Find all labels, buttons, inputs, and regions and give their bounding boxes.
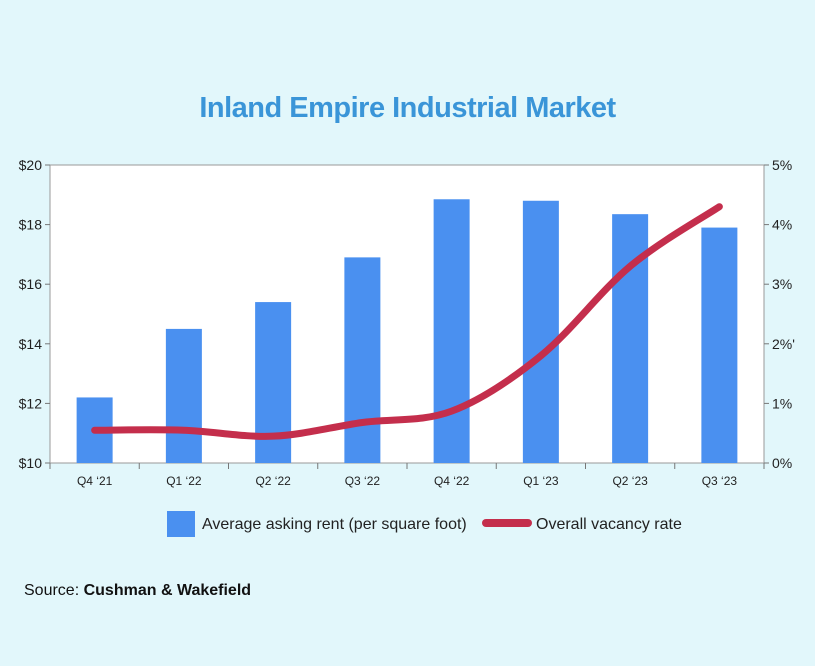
rent-bar bbox=[433, 199, 470, 463]
rent-bar bbox=[701, 227, 738, 463]
x-axis-tick-label: Q4 ‘22 bbox=[434, 474, 470, 488]
right-axis-tick-label: 4% bbox=[772, 217, 792, 233]
left-axis-tick-label: $10 bbox=[19, 455, 43, 471]
x-axis-tick-label: Q2 ‘22 bbox=[255, 474, 291, 488]
rent-bar bbox=[344, 257, 381, 463]
x-axis-tick-label: Q3 ‘23 bbox=[702, 474, 738, 488]
right-axis-tick-label: 1% bbox=[772, 395, 792, 411]
left-axis-tick-label: $14 bbox=[19, 336, 43, 352]
x-axis-tick-label: Q1 ‘23 bbox=[523, 474, 559, 488]
source-prefix: Source: bbox=[24, 582, 84, 599]
chart-title: Inland Empire Industrial Market bbox=[199, 92, 616, 124]
source-note: Source: Cushman & Wakefield bbox=[24, 582, 251, 600]
legend-vacancy-label: Overall vacancy rate bbox=[536, 516, 682, 533]
rent-bar bbox=[612, 214, 649, 463]
legend-rent-swatch bbox=[167, 511, 195, 537]
source-name: Cushman & Wakefield bbox=[83, 582, 252, 599]
x-axis-tick-label: Q2 ‘23 bbox=[612, 474, 648, 488]
x-axis-tick-label: Q3 ‘22 bbox=[345, 474, 381, 488]
rent-bars bbox=[76, 199, 738, 463]
left-axis-tick-label: $12 bbox=[19, 395, 43, 411]
right-axis-tick-label: 5% bbox=[772, 157, 792, 173]
legend-rent-label: Average asking rent (per square foot) bbox=[202, 516, 467, 533]
left-axis-tick-label: $20 bbox=[19, 157, 43, 173]
right-axis-tick-label: 3% bbox=[772, 276, 792, 292]
vacancy-line-layer bbox=[91, 203, 723, 440]
rent-bar bbox=[522, 200, 559, 463]
left-axis-tick-label: $16 bbox=[19, 276, 43, 292]
legend: Average asking rent (per square foot) Ov… bbox=[167, 511, 682, 537]
axes: $10 $12 $14 $16 $18 $20 0% 1% 2%' 3% 4% 5% Q4 ‘21 Q1 … bbox=[19, 157, 795, 488]
vacancy-line bbox=[91, 203, 723, 440]
left-axis-tick-label: $18 bbox=[19, 217, 43, 233]
right-axis-tick-label: 2%' bbox=[772, 336, 795, 352]
right-axis-tick-label: 0% bbox=[772, 455, 792, 471]
rent-bar bbox=[165, 328, 202, 463]
x-axis-tick-label: Q1 ‘22 bbox=[166, 474, 202, 488]
x-axis-tick-label: Q4 ‘21 bbox=[77, 474, 113, 488]
